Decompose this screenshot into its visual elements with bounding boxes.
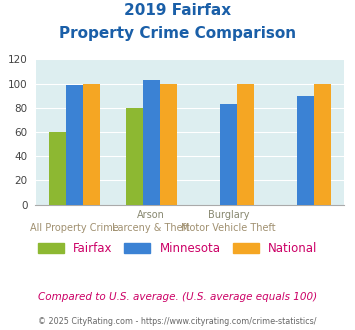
Text: Property Crime Comparison: Property Crime Comparison	[59, 26, 296, 41]
Bar	[49, 132, 66, 205]
Bar	[66, 85, 83, 205]
Bar	[126, 108, 143, 205]
Text: Larceny & Theft: Larceny & Theft	[113, 223, 190, 233]
Bar	[143, 80, 160, 205]
Text: All Property Crime: All Property Crime	[30, 223, 119, 233]
Bar	[160, 83, 177, 205]
Text: Compared to U.S. average. (U.S. average equals 100): Compared to U.S. average. (U.S. average …	[38, 292, 317, 302]
Text: 2019 Fairfax: 2019 Fairfax	[124, 3, 231, 18]
Bar	[83, 83, 100, 205]
Bar	[297, 96, 314, 205]
Bar	[314, 83, 331, 205]
Text: Arson: Arson	[137, 210, 165, 219]
Text: © 2025 CityRating.com - https://www.cityrating.com/crime-statistics/: © 2025 CityRating.com - https://www.city…	[38, 317, 317, 326]
Bar	[220, 104, 237, 205]
Text: Burglary: Burglary	[208, 210, 249, 219]
Legend: Fairfax, Minnesota, National: Fairfax, Minnesota, National	[33, 237, 322, 260]
Text: Motor Vehicle Theft: Motor Vehicle Theft	[181, 223, 276, 233]
Bar	[237, 83, 254, 205]
